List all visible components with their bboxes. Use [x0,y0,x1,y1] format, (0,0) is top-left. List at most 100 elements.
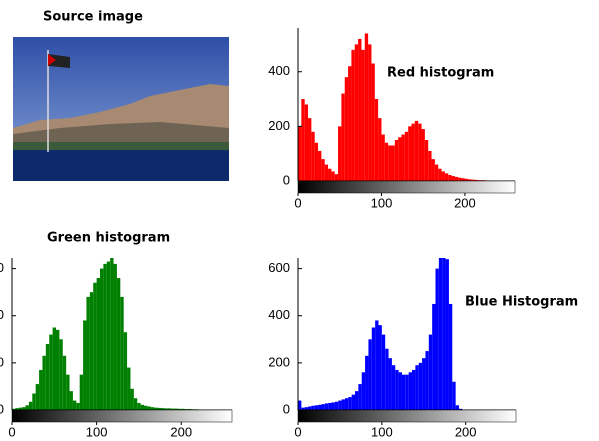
bar [456,405,459,410]
bar [335,174,338,181]
bar [368,339,371,410]
bar [124,332,127,410]
bar [409,372,412,410]
bar [401,135,404,181]
bar [422,358,425,410]
bar [141,405,144,410]
bar [419,363,422,410]
bar [442,258,445,410]
bar [338,401,341,410]
bar [371,64,374,181]
bar [93,283,96,410]
bar [315,143,318,181]
bar [311,406,314,410]
bar [432,304,435,410]
bar [355,44,358,181]
y-tick-label: 400 [268,63,290,78]
bar [408,126,411,181]
bar [428,151,431,181]
bar [345,398,348,410]
bar [83,320,86,410]
y-tick-label: 400 [268,307,290,322]
bar [66,375,69,410]
bar [147,406,150,410]
y-tick-label: 600 [0,260,4,275]
bar [331,171,334,181]
bar [395,140,398,181]
bar [418,124,421,181]
bar [391,145,394,181]
y-tick-label: 600 [268,260,290,275]
bar [311,132,314,181]
bar [412,370,415,410]
bar [361,50,364,181]
bar [381,135,384,181]
bar [308,118,311,181]
bar [127,368,130,410]
bar [328,169,331,181]
bar [86,297,89,410]
bar [110,258,113,410]
colorbar [298,410,516,422]
chart-title: Green histogram [47,231,170,246]
bar [415,365,418,410]
bar [328,403,331,410]
bar [425,351,428,410]
bar [63,356,66,410]
bar [429,335,432,410]
bar [385,349,388,410]
bar [452,382,455,410]
bar [365,356,368,410]
y-tick-label: 0 [0,401,4,416]
bar [70,391,73,410]
bar [26,405,29,410]
bar [56,330,59,410]
bar [29,402,32,410]
bar [114,264,117,410]
x-tick-label: 200 [455,424,477,439]
bar [298,126,301,181]
bar [402,375,405,410]
bar [315,405,318,410]
colorbar [298,181,515,193]
bar [358,384,361,410]
y-tick-label: 200 [268,354,290,369]
bar [308,406,311,410]
bar [73,401,76,410]
bar [355,391,358,410]
bar [378,325,381,410]
bar [425,140,428,181]
bar [438,169,441,181]
chart-title: Red histogram [387,66,494,81]
bar [137,403,140,410]
y-tick-label: 400 [0,307,4,322]
bar [53,328,56,410]
bar [368,44,371,181]
bar [399,372,402,410]
bar [372,328,375,410]
bar [348,397,351,410]
bar [342,399,345,410]
bar [305,105,308,182]
x-tick-label: 100 [371,424,393,439]
bar [422,129,425,181]
bar [318,405,321,410]
bar [103,264,106,410]
x-tick-label: 100 [86,424,108,439]
bar [395,370,398,410]
bar [392,365,395,410]
bar [76,403,79,410]
bar [446,259,449,410]
bar [90,292,93,410]
x-tick-label: 0 [8,424,15,439]
bar [130,389,133,410]
bar [32,394,35,410]
bar [46,344,49,410]
bar [375,320,378,410]
y-tick-label: 0 [283,172,290,187]
source-image [13,37,229,181]
x-tick-label: 0 [294,195,301,210]
bar [445,173,448,181]
bar [134,398,137,410]
bar [100,269,103,410]
